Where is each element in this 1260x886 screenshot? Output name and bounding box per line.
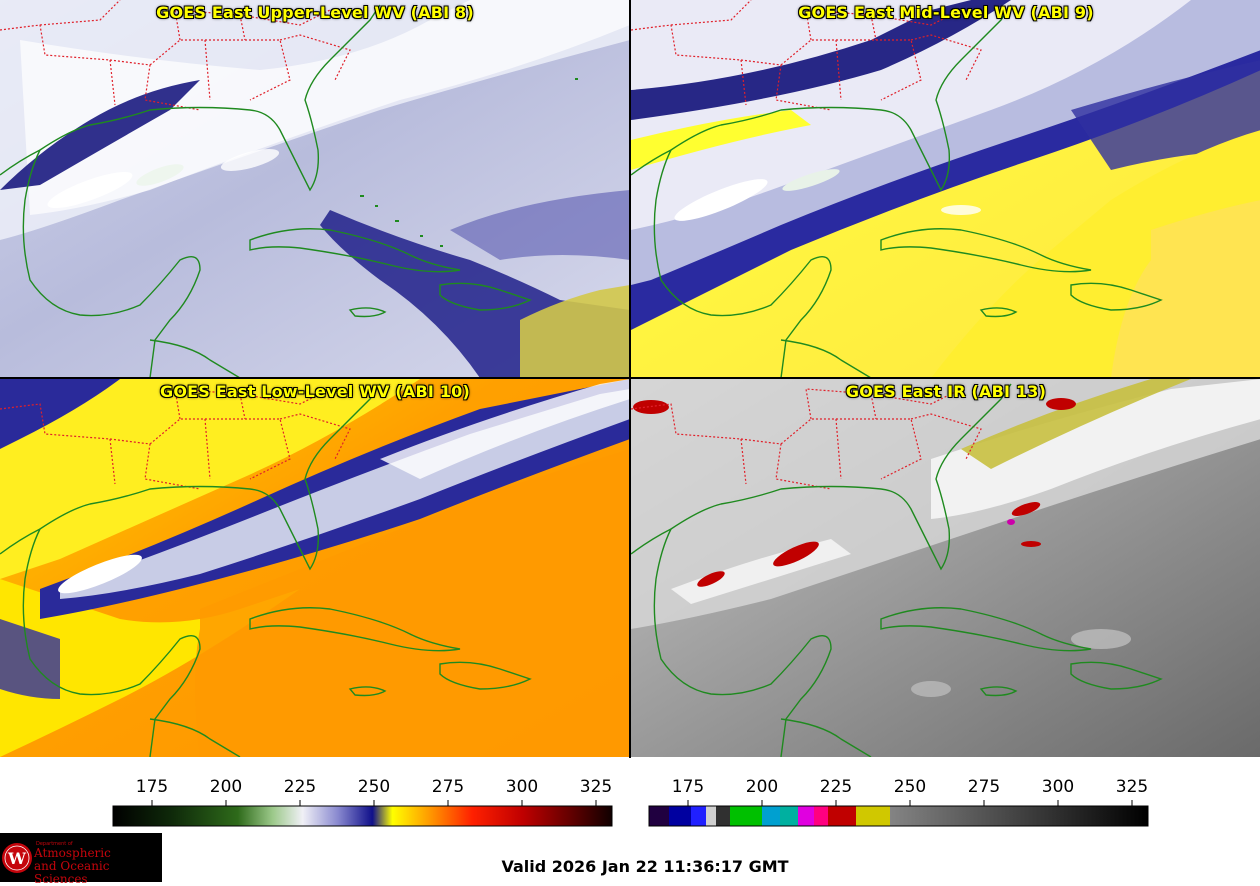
colorbar-wv-tick-label: 250 bbox=[358, 777, 390, 797]
colorbar-ir: 175 200 225 250 275 300 325 bbox=[636, 772, 1161, 834]
upper-level-wv-image bbox=[0, 0, 630, 378]
colorbar-ir-tick-label: 250 bbox=[894, 777, 926, 797]
panel-low-level-wv: GOES East Low-Level WV (ABI 10) bbox=[0, 379, 630, 757]
colorbar-ir-tick-label: 175 bbox=[672, 777, 704, 797]
panel-divider-vertical bbox=[629, 0, 631, 758]
colorbar-wv: 175 200 225 250 275 300 325 bbox=[100, 772, 625, 834]
colorbar-wv-tick-label: 275 bbox=[432, 777, 464, 797]
panel-mid-level-wv: GOES East Mid-Level WV (ABI 9) bbox=[631, 0, 1260, 378]
seal-letter: W bbox=[7, 849, 27, 868]
logo-dept: Department of bbox=[36, 841, 73, 847]
panel-title: GOES East Mid-Level WV (ABI 9) bbox=[798, 3, 1094, 22]
aos-logo: W Department of Atmospheric and Oceanic … bbox=[0, 833, 162, 886]
colorbar-wv-tick-label: 225 bbox=[284, 777, 316, 797]
logo-line1: Atmospheric bbox=[34, 846, 111, 860]
colorbar-ir-tick-label: 200 bbox=[746, 777, 778, 797]
panel-upper-level-wv: GOES East Upper-Level WV (ABI 8) bbox=[0, 0, 630, 378]
panel-ir: GOES East IR (ABI 13) bbox=[631, 379, 1260, 757]
colorbar-ir-tick-label: 300 bbox=[1042, 777, 1074, 797]
ir-image bbox=[631, 379, 1260, 757]
colorbar-wv-tick-label: 325 bbox=[580, 777, 612, 797]
colorbar-ir-tick-label: 275 bbox=[968, 777, 1000, 797]
panel-divider-horizontal bbox=[0, 377, 1260, 379]
panel-title: GOES East Upper-Level WV (ABI 8) bbox=[156, 3, 474, 22]
colorbar-ir-tick-label: 225 bbox=[820, 777, 852, 797]
colorbar-wv-tick-label: 300 bbox=[506, 777, 538, 797]
mid-level-wv-image bbox=[631, 0, 1260, 378]
uw-seal-icon: W bbox=[2, 843, 32, 873]
panel-title: GOES East IR (ABI 13) bbox=[845, 382, 1047, 401]
low-level-wv-image bbox=[0, 379, 630, 757]
colorbar-ir-tick-label: 325 bbox=[1116, 777, 1148, 797]
colorbar-wv-tick-label: 200 bbox=[210, 777, 242, 797]
panel-title: GOES East Low-Level WV (ABI 10) bbox=[159, 382, 470, 401]
valid-time: Valid 2026 Jan 22 11:36:17 GMT bbox=[501, 857, 789, 876]
logo-line2: and Oceanic Sciences bbox=[34, 859, 110, 886]
colorbar-wv-tick-label: 175 bbox=[136, 777, 168, 797]
